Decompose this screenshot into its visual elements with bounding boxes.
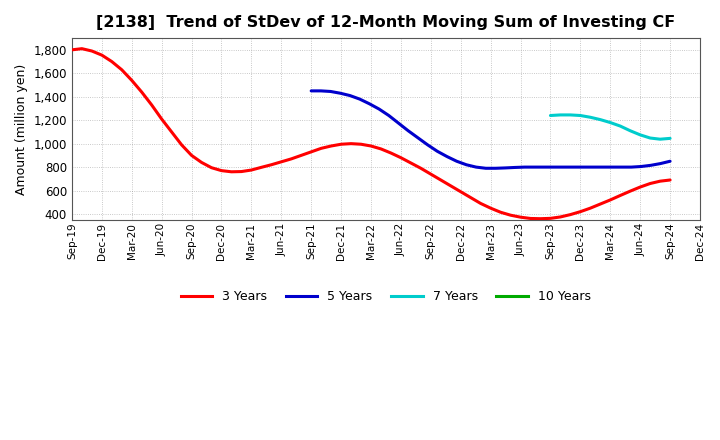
- Title: [2138]  Trend of StDev of 12-Month Moving Sum of Investing CF: [2138] Trend of StDev of 12-Month Moving…: [96, 15, 675, 30]
- Legend: 3 Years, 5 Years, 7 Years, 10 Years: 3 Years, 5 Years, 7 Years, 10 Years: [176, 285, 595, 308]
- Y-axis label: Amount (million yen): Amount (million yen): [15, 63, 28, 194]
